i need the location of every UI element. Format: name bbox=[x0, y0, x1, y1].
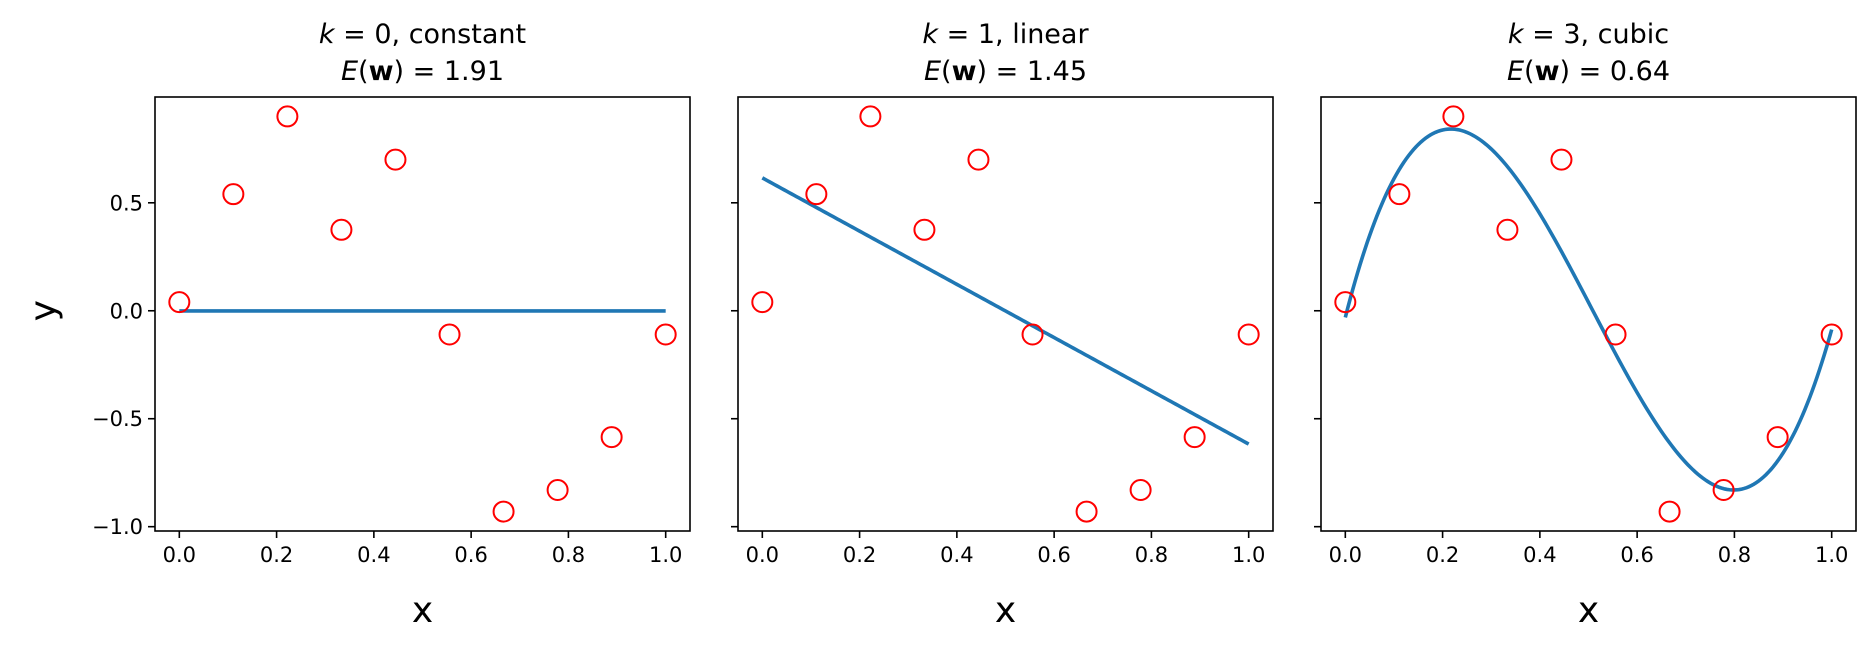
title-error-value: = 0.64 bbox=[1570, 56, 1670, 87]
x-tick-label: 0.6 bbox=[454, 543, 487, 567]
x-tick-label: 0.6 bbox=[1037, 543, 1070, 567]
title-error-value: = 1.91 bbox=[404, 56, 504, 87]
data-point bbox=[967, 148, 990, 171]
data-point bbox=[1604, 323, 1627, 346]
data-point bbox=[1442, 105, 1465, 128]
title-text: = 3, cubic bbox=[1524, 19, 1670, 50]
x-tick-label: 1.0 bbox=[649, 543, 682, 567]
data-point bbox=[222, 183, 245, 206]
title-paren-open: ( bbox=[941, 56, 952, 87]
title-var: k bbox=[1508, 19, 1525, 50]
x-axis-label: x bbox=[412, 590, 433, 631]
title-error-var: E bbox=[924, 56, 941, 87]
title-paren-close: ) bbox=[977, 56, 988, 87]
x-tick-label: 0.8 bbox=[1135, 543, 1168, 567]
title-error-var: E bbox=[341, 56, 358, 87]
data-point bbox=[654, 323, 677, 346]
y-tick-label: −0.5 bbox=[92, 407, 143, 431]
title-line-2: E(w) = 1.91 bbox=[341, 56, 504, 87]
data-point bbox=[600, 426, 623, 449]
data-point bbox=[1496, 218, 1519, 241]
title-line-2: E(w) = 1.45 bbox=[924, 56, 1087, 87]
title-error-value: = 1.45 bbox=[987, 56, 1087, 87]
x-tick-label: 0.8 bbox=[1718, 543, 1751, 567]
y-axis-label: y bbox=[23, 300, 64, 321]
title-paren-open: ( bbox=[358, 56, 369, 87]
title-error-var: E bbox=[1507, 56, 1524, 87]
x-tick-label: 0.8 bbox=[552, 543, 585, 567]
title-line-1: k = 0, constant bbox=[319, 19, 526, 50]
data-point bbox=[330, 218, 353, 241]
title-weights: w bbox=[1535, 56, 1560, 87]
title-line-1: k = 3, cubic bbox=[1508, 19, 1669, 50]
data-point bbox=[492, 500, 515, 523]
data-point bbox=[384, 148, 407, 171]
data-point bbox=[913, 218, 936, 241]
x-tick-label: 0.0 bbox=[746, 543, 779, 567]
axes-frame bbox=[154, 96, 691, 532]
fit-line bbox=[761, 176, 1250, 446]
data-point bbox=[1334, 291, 1357, 314]
title-text: = 0, constant bbox=[335, 19, 527, 50]
title-weights: w bbox=[952, 56, 977, 87]
title-var: k bbox=[319, 19, 336, 50]
title-line-1: k = 1, linear bbox=[922, 19, 1089, 50]
data-point bbox=[546, 478, 569, 501]
title-paren-close: ) bbox=[394, 56, 405, 87]
title-text: = 1, linear bbox=[938, 19, 1089, 50]
x-tick-label: 1.0 bbox=[1232, 543, 1265, 567]
axes-frame bbox=[737, 96, 1274, 532]
y-tick-label: 0.5 bbox=[110, 191, 143, 215]
title-paren-open: ( bbox=[1524, 56, 1535, 87]
data-point bbox=[1183, 426, 1206, 449]
x-tick-label: 0.2 bbox=[260, 543, 293, 567]
title-weights: w bbox=[369, 56, 394, 87]
x-tick-label: 0.4 bbox=[1523, 543, 1556, 567]
y-tick-label: 0.0 bbox=[110, 299, 143, 323]
title-paren-close: ) bbox=[1560, 56, 1571, 87]
data-point bbox=[751, 291, 774, 314]
x-tick-label: 0.0 bbox=[163, 543, 196, 567]
data-point bbox=[1658, 500, 1681, 523]
y-tick-label: −1.0 bbox=[92, 515, 143, 539]
data-point bbox=[1712, 478, 1735, 501]
data-point bbox=[438, 323, 461, 346]
data-point bbox=[1075, 500, 1098, 523]
x-tick-label: 0.2 bbox=[1426, 543, 1459, 567]
data-point bbox=[1820, 323, 1843, 346]
x-tick-label: 1.0 bbox=[1815, 543, 1848, 567]
data-point bbox=[1550, 148, 1573, 171]
data-point bbox=[276, 105, 299, 128]
x-tick-label: 0.4 bbox=[357, 543, 390, 567]
x-tick-label: 0.4 bbox=[940, 543, 973, 567]
x-tick-label: 0.0 bbox=[1329, 543, 1362, 567]
x-tick-label: 0.6 bbox=[1620, 543, 1653, 567]
subplot-1: 0.0 0.2 0.4 0.6 0.8 1.0 0.5 0.0 −0.5 −1.0 k = 0, c… bbox=[23, 19, 691, 631]
data-point bbox=[1766, 426, 1789, 449]
data-point bbox=[805, 183, 828, 206]
data-point bbox=[859, 105, 882, 128]
fit-line bbox=[1343, 127, 1834, 492]
data-point bbox=[1129, 478, 1152, 501]
data-point bbox=[1021, 323, 1044, 346]
data-point bbox=[1388, 183, 1411, 206]
title-line-2: E(w) = 0.64 bbox=[1507, 56, 1670, 87]
data-point bbox=[1237, 323, 1260, 346]
title-var: k bbox=[922, 19, 939, 50]
x-axis-label: x bbox=[995, 590, 1016, 631]
x-axis-label: x bbox=[1578, 590, 1599, 631]
subplot-2: 0.0 0.2 0.4 0.6 0.8 1.0 k = 1, linear E(w) = 1.… bbox=[731, 19, 1274, 631]
axes-frame bbox=[1320, 96, 1857, 532]
x-tick-label: 0.2 bbox=[843, 543, 876, 567]
data-point bbox=[168, 291, 191, 314]
